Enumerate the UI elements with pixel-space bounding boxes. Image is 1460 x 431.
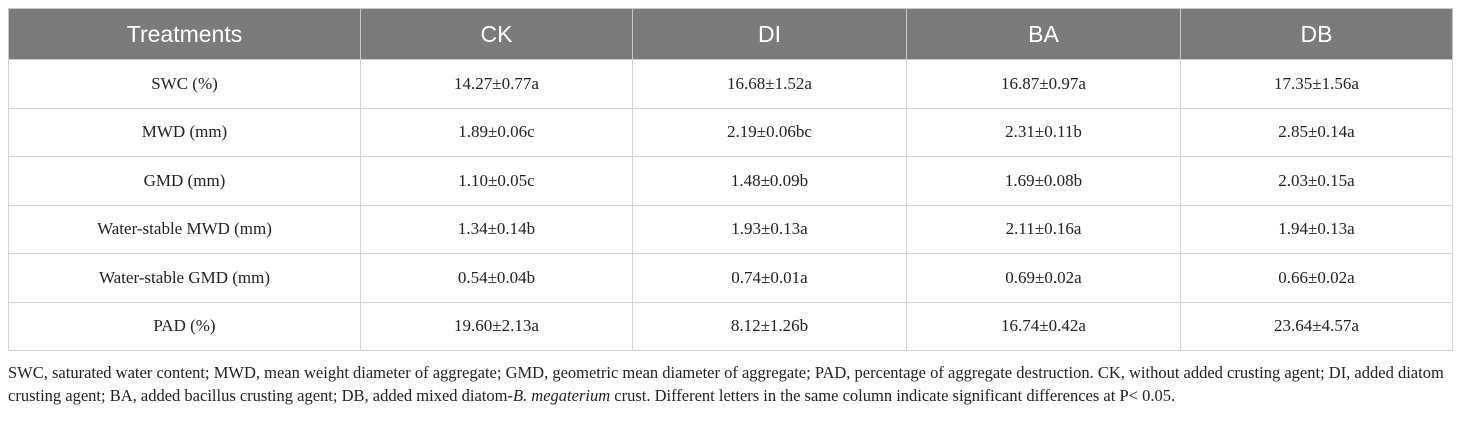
data-cell: 1.10±0.05c (360, 156, 633, 206)
data-cell: 8.12±1.26b (632, 301, 907, 351)
data-cell: 23.64±4.57a (1180, 301, 1453, 351)
data-cell: 1.93±0.13a (632, 204, 907, 254)
data-cell: 2.11±0.16a (906, 204, 1181, 254)
data-cell: 16.74±0.42a (906, 301, 1181, 351)
footnote-text: SWC, saturated water content; MWD, mean … (8, 363, 1444, 405)
data-cell: 2.19±0.06bc (632, 107, 907, 157)
data-cell: 2.03±0.15a (1180, 156, 1453, 206)
row-label: SWC (%) (8, 59, 361, 109)
data-cell: 1.94±0.13a (1180, 204, 1453, 254)
species-name: B. megaterium (512, 386, 611, 405)
data-cell: 16.87±0.97a (906, 59, 1181, 109)
data-cell: 1.48±0.09b (632, 156, 907, 206)
data-cell: 16.68±1.52a (632, 59, 907, 109)
table-row: GMD (mm) 1.10±0.05c 1.48±0.09b 1.69±0.08b 2.… (8, 156, 1453, 206)
table-row: Water-stable GMD (mm) 0.54±0.04b 0.74±0.01… (8, 253, 1453, 303)
data-cell: 0.54±0.04b (360, 253, 633, 303)
row-label: MWD (mm) (8, 107, 361, 157)
data-cell: 0.69±0.02a (906, 253, 1181, 303)
row-label: Water-stable GMD (mm) (8, 253, 361, 303)
data-cell: 2.85±0.14a (1180, 107, 1453, 157)
data-cell: 1.89±0.06c (360, 107, 633, 157)
header-row: Treatments CK DI BA DB (8, 8, 1453, 60)
footnote-text: crust. Different letters in the same col… (610, 386, 1176, 405)
data-cell: 14.27±0.77a (360, 59, 633, 109)
data-cell: 1.69±0.08b (906, 156, 1181, 206)
header-cell: CK (360, 8, 633, 60)
row-label: PAD (%) (8, 301, 361, 351)
footnote: SWC, saturated water content; MWD, mean … (8, 361, 1452, 407)
table-container: Treatments CK DI BA DB SWC (%) 14.27±0.77a 16.… (8, 8, 1453, 407)
header-cell: DB (1180, 8, 1453, 60)
header-cell: Treatments (8, 8, 361, 60)
data-table: Treatments CK DI BA DB SWC (%) 14.27±0.77a 16.… (8, 8, 1453, 351)
data-cell: 0.66±0.02a (1180, 253, 1453, 303)
header-cell: DI (632, 8, 907, 60)
row-label: GMD (mm) (8, 156, 361, 206)
data-cell: 0.74±0.01a (632, 253, 907, 303)
header-cell: BA (906, 8, 1181, 60)
data-cell: 17.35±1.56a (1180, 59, 1453, 109)
table-row: Water-stable MWD (mm) 1.34±0.14b 1.93±0.13… (8, 204, 1453, 254)
data-cell: 19.60±2.13a (360, 301, 633, 351)
data-cell: 1.34±0.14b (360, 204, 633, 254)
table-body: SWC (%) 14.27±0.77a 16.68±1.52a 16.87±0.97a… (8, 59, 1453, 351)
table-row: PAD (%) 19.60±2.13a 8.12±1.26b 16.74±0.42a 2… (8, 301, 1453, 351)
row-label: Water-stable MWD (mm) (8, 204, 361, 254)
table-row: MWD (mm) 1.89±0.06c 2.19±0.06bc 2.31±0.11b 2… (8, 107, 1453, 157)
data-cell: 2.31±0.11b (906, 107, 1181, 157)
table-row: SWC (%) 14.27±0.77a 16.68±1.52a 16.87±0.97a… (8, 59, 1453, 109)
